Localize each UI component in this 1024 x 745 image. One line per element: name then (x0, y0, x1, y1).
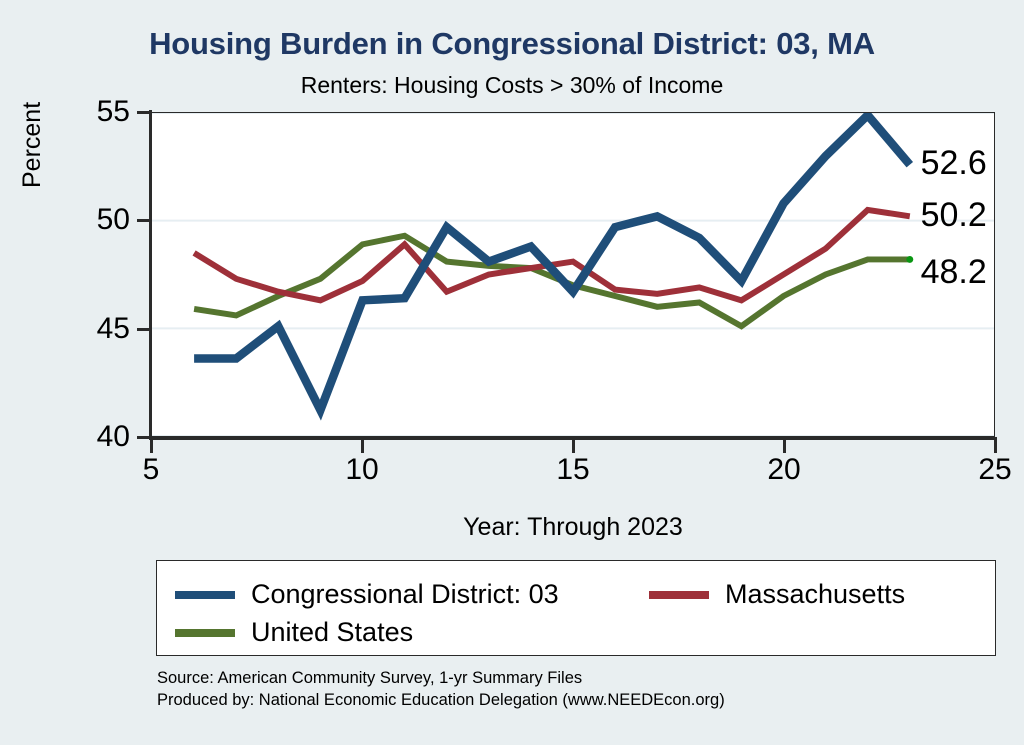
x-axis-tick (783, 440, 786, 453)
legend-swatch-massachusetts (649, 590, 709, 599)
x-axis-tick (994, 440, 997, 453)
x-axis-title: Year: Through 2023 (463, 513, 683, 541)
y-axis-tick (137, 111, 150, 114)
legend-swatch-congressional-district (175, 590, 235, 599)
x-axis-tick (572, 440, 575, 453)
y-axis-tick-label: 45 (96, 311, 130, 345)
legend-label-massachusetts: Massachusetts (725, 579, 906, 609)
y-axis-tick (137, 327, 150, 331)
footer-produced-by: Produced by: National Economic Education… (157, 691, 725, 710)
legend: Congressional District: 03 Massachusetts… (156, 560, 996, 656)
legend-item-massachusetts[interactable]: Massachusetts (649, 581, 905, 608)
legend-item-congressional-district[interactable]: Congressional District: 03 (175, 581, 559, 608)
y-axis-line (149, 110, 152, 439)
legend-swatch-united-states (175, 628, 235, 637)
chart-subtitle: Renters: Housing Costs > 30% of Income (300, 72, 724, 98)
y-axis-title: Percent (18, 101, 46, 188)
legend-item-united-states[interactable]: United States (175, 619, 413, 646)
footer: Source: American Community Survey, 1-yr … (157, 667, 725, 712)
x-axis-tick-label: 25 (978, 453, 1012, 486)
x-axis-tick-label: 15 (556, 453, 590, 486)
y-axis-tick-label: 40 (96, 420, 130, 453)
y-axis-tick-label: 50 (96, 203, 130, 237)
x-axis-tick-label: 10 (345, 453, 379, 486)
end-marker-united-states (906, 255, 914, 263)
y-axis-tick (137, 436, 150, 439)
footer-source: Source: American Community Survey, 1-yr … (157, 669, 583, 687)
x-axis-line (149, 437, 997, 440)
y-axis-tick-label: 55 (96, 95, 130, 128)
series-line-congressional-district (194, 113, 914, 421)
end-label-congressional-district: 52.6 (920, 144, 987, 182)
x-axis-tick-label: 20 (767, 453, 801, 486)
plot-area (151, 112, 995, 437)
y-axis-tick (137, 219, 150, 223)
series-line-united-states (193, 232, 910, 330)
x-axis-tick (150, 440, 153, 453)
x-axis-tick (361, 440, 364, 453)
end-label-united-states: 48.2 (920, 253, 987, 292)
legend-label-congressional-district: Congressional District: 03 (251, 579, 559, 609)
x-axis-tick-label: 5 (142, 453, 160, 486)
page-title: Housing Burden in Congressional District… (149, 26, 875, 61)
end-label-massachusetts: 50.2 (920, 196, 987, 234)
legend-label-united-states: United States (251, 617, 414, 647)
plot-canvas (152, 113, 994, 436)
